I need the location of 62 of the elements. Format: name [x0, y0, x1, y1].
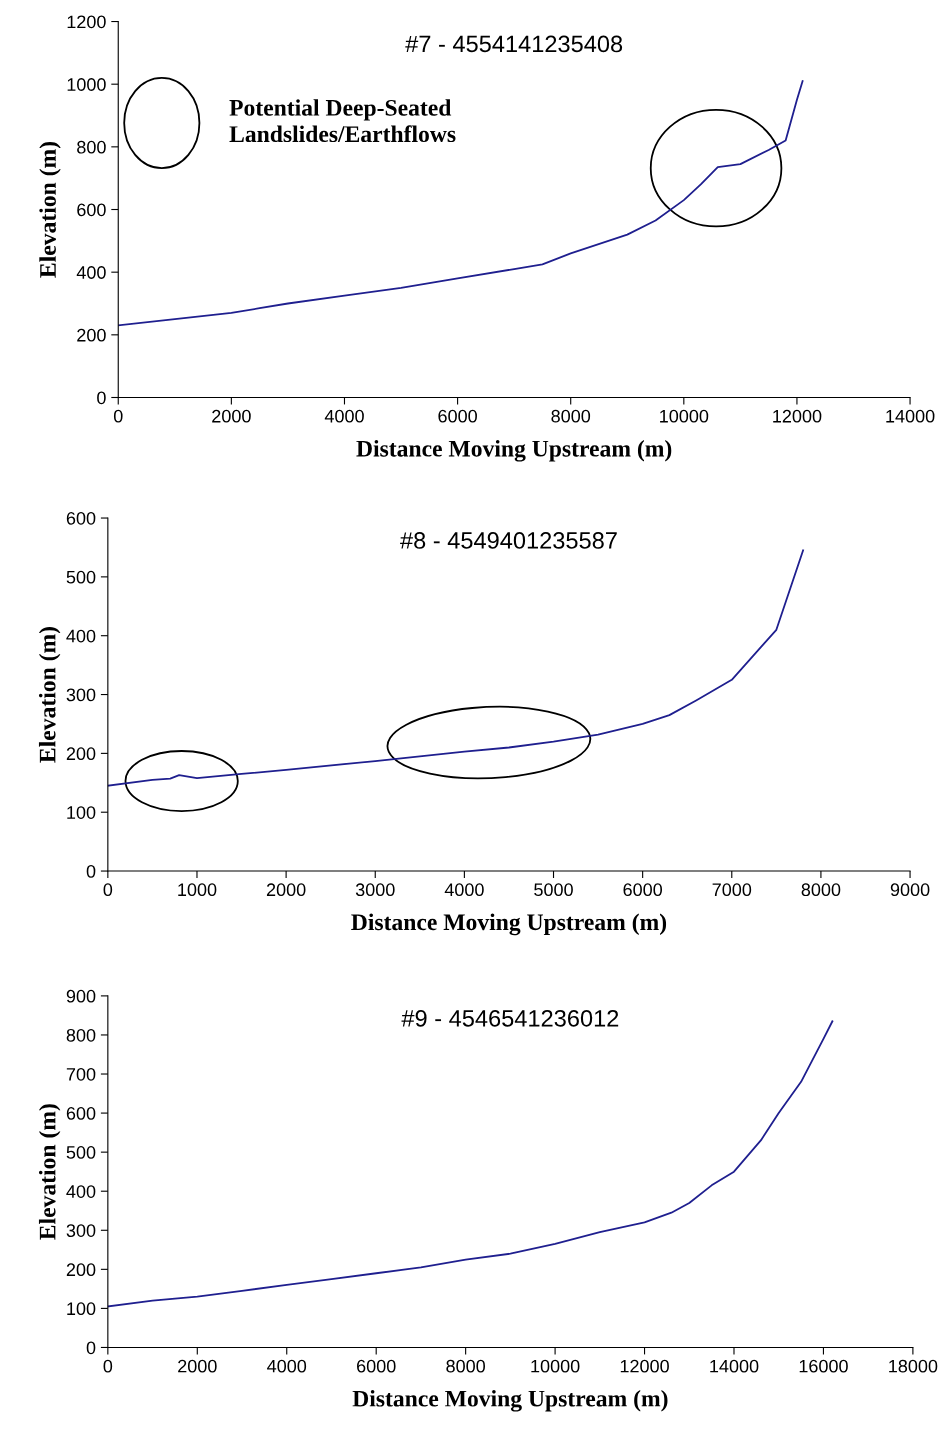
x-tick-label: 4000 — [444, 883, 484, 897]
x-tick-label: 9000 — [890, 883, 930, 897]
y-tick-label: 600 — [77, 203, 106, 217]
y-tick-label: 300 — [66, 1224, 96, 1237]
x-tick-label: 12000 — [620, 1359, 669, 1373]
line-series — [118, 80, 804, 327]
x-tick-label: 18000 — [889, 1359, 938, 1373]
x-axis-title: Distance Moving Upstream (m) — [356, 440, 672, 462]
y-tick-label: 800 — [77, 140, 106, 154]
chart-title: #7 - 4554141235408 — [405, 35, 623, 53]
x-tick-label: 8000 — [801, 883, 841, 897]
x-tick-label: 16000 — [799, 1359, 848, 1373]
y-tick-label: 100 — [67, 806, 96, 819]
y-tick-label: 400 — [66, 629, 96, 643]
y-axis-title: Elevation (m) — [38, 627, 61, 763]
y-tick-label: 800 — [66, 1028, 96, 1042]
x-tick-label: 7000 — [712, 883, 752, 897]
y-tick-label: 0 — [86, 1341, 96, 1355]
y-tick-label: 500 — [66, 570, 96, 584]
y-tick-label: 600 — [66, 1107, 96, 1120]
x-tick-label: 14000 — [886, 409, 935, 423]
y-tick-label: 200 — [66, 747, 96, 761]
x-tick-label: 14000 — [710, 1359, 759, 1373]
x-tick-label: 0 — [113, 409, 123, 423]
y-tick-label: 400 — [66, 1185, 96, 1198]
x-tick-label: 5000 — [534, 883, 573, 897]
x-axis-title: Distance Moving Upstream (m) — [351, 913, 667, 936]
x-tick-label: 1000 — [178, 883, 217, 897]
x-tick-label: 4000 — [267, 1359, 307, 1373]
y-tick-label: 600 — [66, 511, 96, 525]
chart-title: #8 - 4549401235587 — [400, 532, 617, 549]
x-tick-label: 6000 — [357, 1359, 396, 1373]
y-tick-label: 1200 — [67, 15, 106, 29]
y-tick-label: 200 — [77, 328, 106, 342]
x-tick-label: 6000 — [438, 409, 477, 423]
x-tick-label: 10000 — [531, 1359, 580, 1373]
x-tick-label: 6000 — [623, 883, 663, 897]
x-tick-label: 3000 — [355, 883, 395, 897]
annotation: Potential Deep-Seated Landslides/Earthflows — [229, 99, 456, 143]
y-tick-label: 400 — [76, 266, 106, 279]
y-tick-label: 300 — [66, 688, 96, 702]
x-tick-label: 4000 — [324, 409, 364, 423]
line-series — [107, 549, 804, 787]
x-tick-label: 2000 — [178, 1359, 217, 1373]
x-tick-label: 12000 — [773, 409, 822, 423]
chart-title: #9 - 4546541236012 — [401, 1009, 619, 1027]
x-tick-label: 2000 — [212, 409, 251, 423]
y-tick-label: 500 — [66, 1146, 96, 1159]
x-tick-label: 2000 — [266, 883, 306, 897]
x-tick-label: 8000 — [551, 409, 591, 423]
y-tick-label: 700 — [66, 1067, 96, 1081]
y-axis-title: Elevation (m) — [38, 1104, 61, 1240]
x-axis-title: Distance Moving Upstream (m) — [352, 1389, 668, 1412]
y-tick-label: 100 — [67, 1302, 96, 1316]
x-tick-label: 10000 — [660, 409, 709, 423]
y-tick-label: 0 — [86, 864, 96, 878]
y-axis-title: Elevation (m) — [39, 142, 61, 278]
y-tick-label: 200 — [66, 1263, 96, 1277]
x-tick-label: 8000 — [446, 1359, 486, 1373]
y-tick-label: 0 — [97, 391, 106, 405]
y-tick-label: 900 — [66, 989, 96, 1003]
y-tick-label: 1000 — [67, 78, 106, 91]
